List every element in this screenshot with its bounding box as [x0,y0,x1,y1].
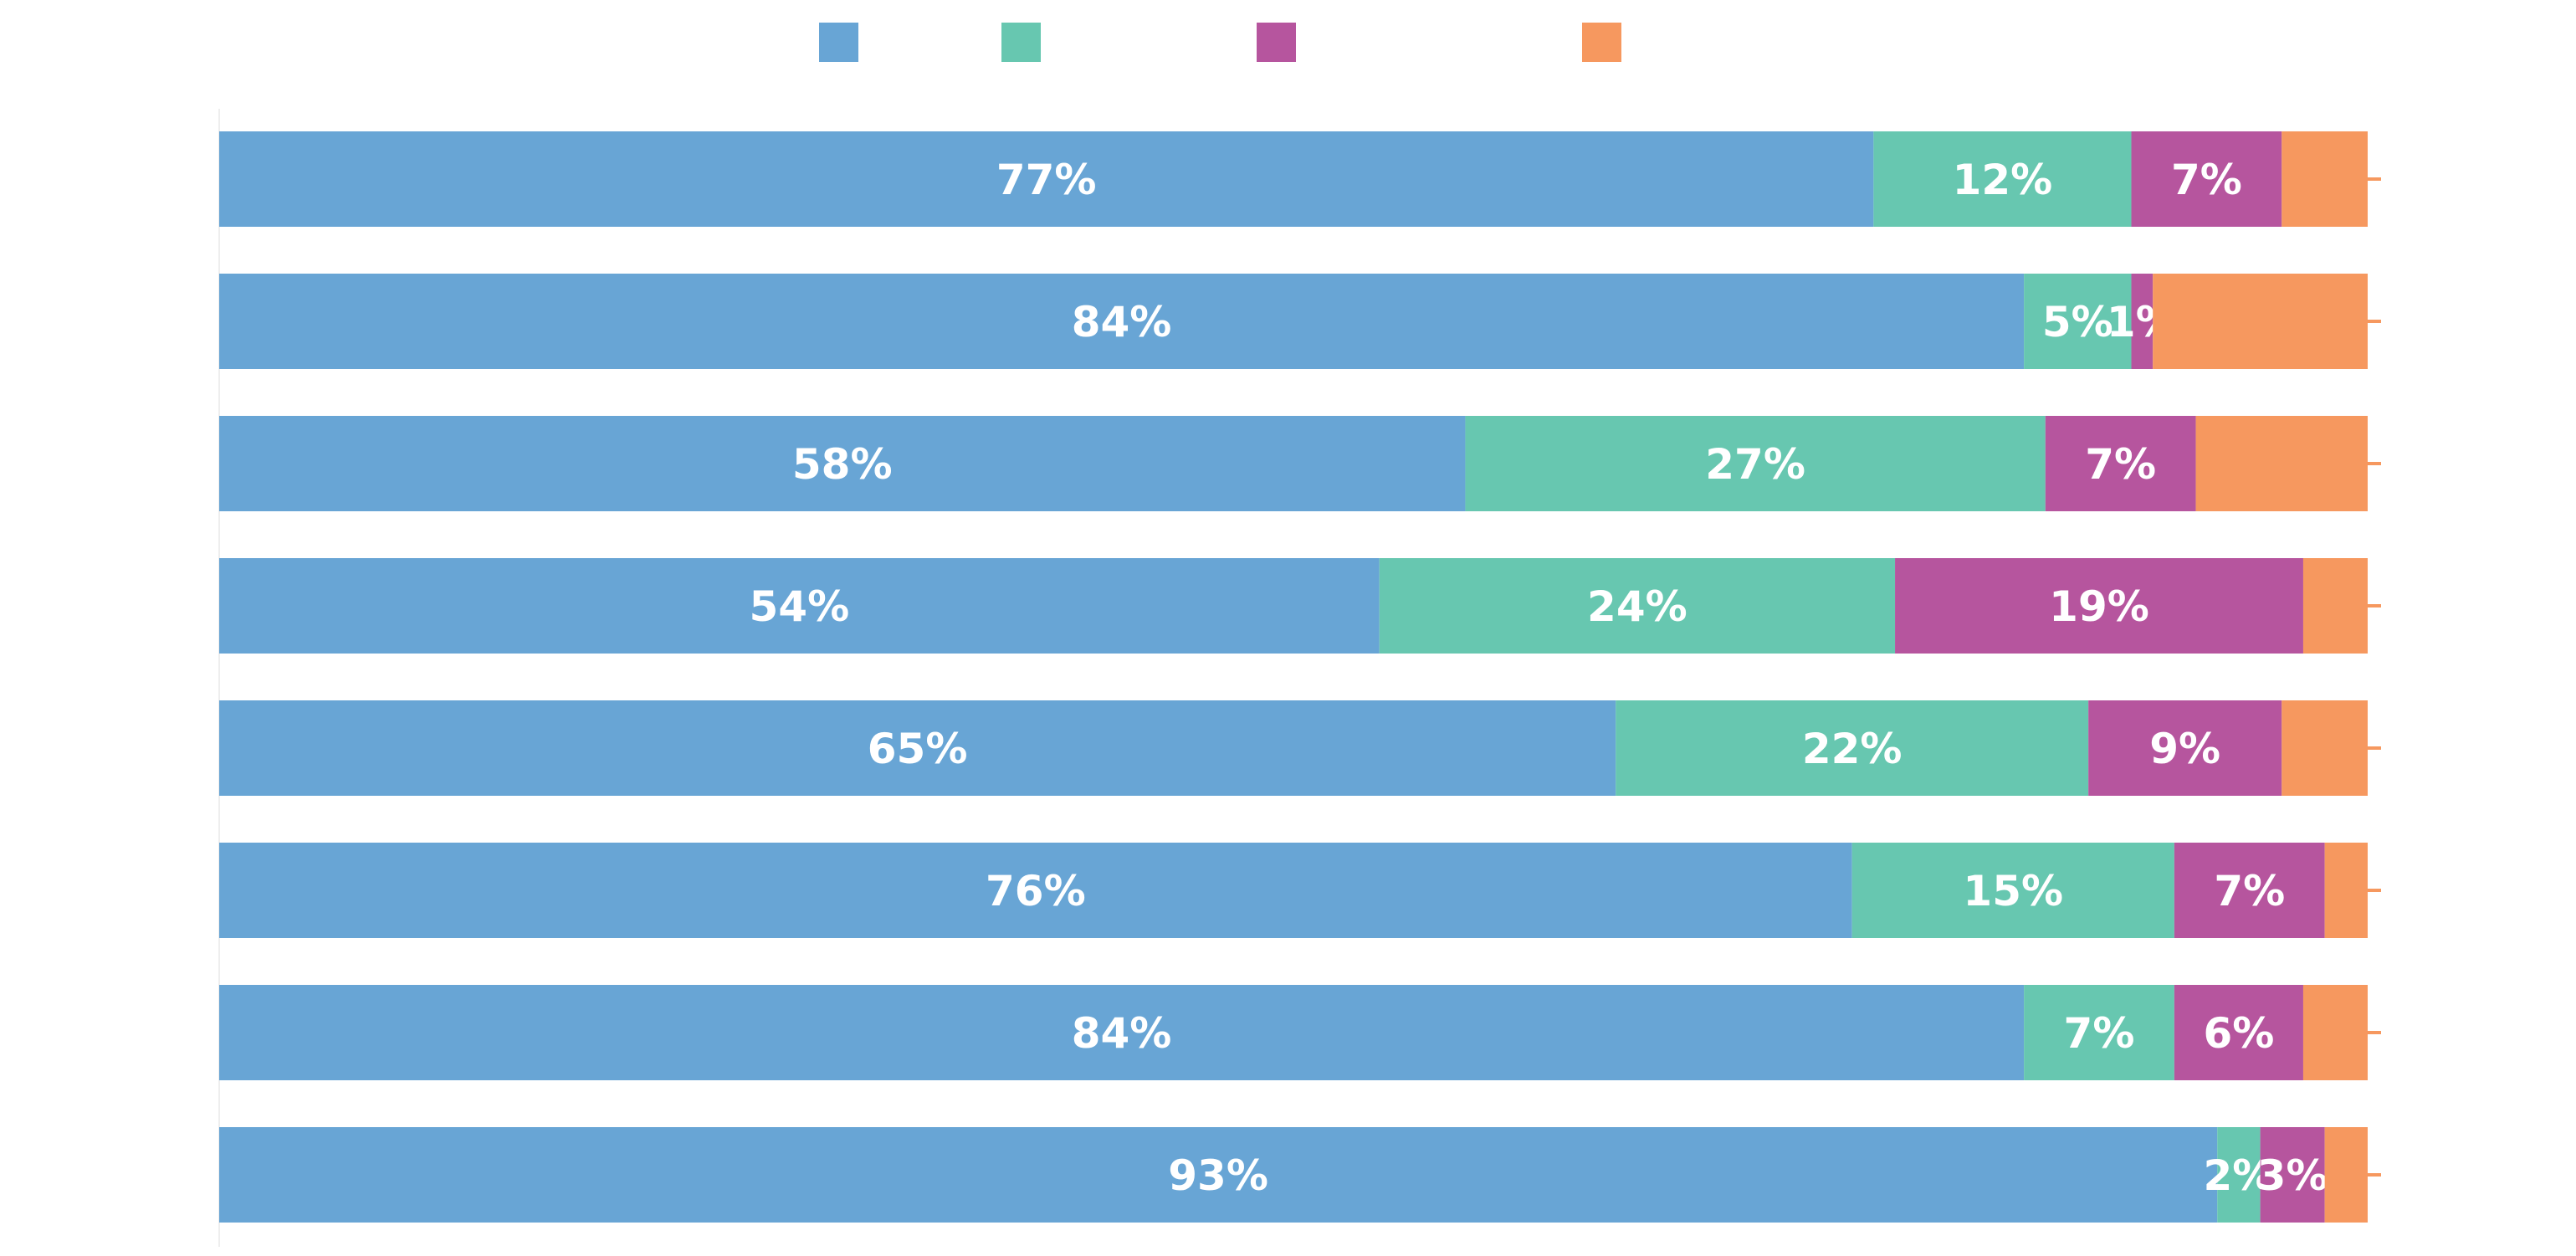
data-label-r2-s2: 5% [2042,298,2113,346]
bar-segment-r7-s3 [2174,985,2303,1080]
data-label-r8-s1: 93% [1168,1151,1268,1200]
bar-row-1: 77% 12% 7% [219,131,2368,227]
data-label-r4-s2: 24% [1587,582,1687,631]
legend-swatch-1 [819,23,858,62]
bar-segment-r1-s2 [1873,131,2132,227]
bar-segment-r8-s1 [219,1127,2218,1223]
legend-swatch-3 [1257,23,1296,62]
bar-segment-r5-s4 [2282,700,2368,796]
bar-segment-r5-s3 [2088,700,2282,796]
bar-segment-r8-s4 [2324,1127,2368,1223]
bar-segment-r1-s4 [2282,131,2368,227]
bar-segment-r6-s4 [2324,843,2368,938]
bar-segment-r3-s2 [1465,416,2046,511]
legend-swatch-4 [1582,23,1621,62]
data-label-r3-s3: 7% [2085,440,2156,489]
bar-segment-r2-s4 [2153,274,2368,369]
bar-row-7: 84% 7% 6% [219,985,2368,1080]
bar-segment-r8-s2 [2217,1127,2261,1223]
bar-segment-r7-s2 [2024,985,2174,1080]
data-label-r6-s2: 15% [1963,867,2063,915]
data-label-r1-s1: 77% [996,156,1097,204]
data-label-r7-s3: 6% [2203,1009,2274,1058]
data-label-r5-s3: 9% [2149,725,2220,773]
bar-row-3: 58% 27% 7% [219,416,2368,511]
bar-segment-r2-s3 [2131,274,2153,369]
bar-row-2: 84% 5%1% [219,274,2368,369]
bar-segment-r7-s1 [219,985,2025,1080]
bar-segment-r2-s2 [2024,274,2132,369]
bar-segment-r6-s1 [219,843,1852,938]
data-label-r6-s3: 7% [2214,867,2285,915]
bar-segment-r4-s4 [2302,558,2368,654]
data-label-r3-s1: 58% [792,440,893,489]
data-label-r7-s1: 84% [1072,1009,1172,1058]
data-label-r2-s1: 84% [1072,298,1172,346]
bar-segment-r3-s4 [2195,416,2368,511]
bar-segment-r7-s4 [2302,985,2368,1080]
bar-row-5: 65% 22% 9% [219,700,2368,796]
data-label-r8-s3: 3% [2257,1151,2328,1200]
bar-segment-r4-s2 [1379,558,1896,654]
data-label-r1-s2: 12% [1953,156,2053,204]
bar-segment-r5-s1 [219,700,1616,796]
bar-segment-r6-s2 [1851,843,2174,938]
data-label-r5-s1: 65% [868,725,968,773]
data-label-r7-s2: 7% [2064,1009,2135,1058]
bar-segment-r4-s3 [1895,558,2303,654]
data-label-r1-s3: 7% [2171,156,2242,204]
y-ticks [2368,177,2381,1177]
data-label-r4-s1: 54% [750,582,850,631]
bar-segment-r2-s1 [219,274,2025,369]
bars: 77% 12% 7%84% 5%1%58% 27% 7%54% 24% 19%65% 22% 9%… [219,131,2368,1223]
bar-row-8: 93% 2%3% [219,1127,2368,1223]
data-label-r3-s2: 27% [1705,440,1805,489]
legend [819,23,1621,62]
bar-segment-r3-s1 [219,416,1466,511]
bar-segment-r1-s1 [219,131,1874,227]
bar-segment-r3-s3 [2045,416,2196,511]
bar-segment-r6-s3 [2174,843,2325,938]
legend-swatch-2 [1001,23,1041,62]
bar-segment-r5-s2 [1616,700,2089,796]
data-label-r5-s2: 22% [1802,725,1903,773]
bar-segment-r1-s3 [2131,131,2282,227]
bar-segment-r8-s3 [2260,1127,2325,1223]
bar-row-6: 76% 15% 7% [219,843,2368,938]
bar-segment-r4-s1 [219,558,1380,654]
data-label-r4-s3: 19% [2049,582,2149,631]
bar-row-4: 54% 24% 19% [219,558,2368,654]
data-label-r6-s1: 76% [986,867,1086,915]
